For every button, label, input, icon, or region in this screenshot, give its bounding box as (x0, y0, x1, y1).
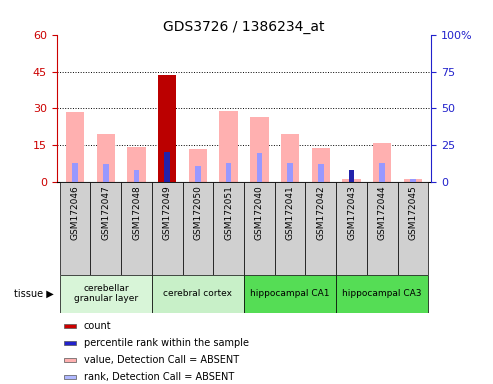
Bar (152, 182, 182, 275)
Bar (306, 182, 336, 275)
Text: percentile rank within the sample: percentile rank within the sample (84, 338, 248, 348)
Bar (158, 75, 176, 182)
Bar (152, 275, 244, 313)
Bar (64, 324, 76, 328)
Bar (250, 117, 269, 182)
Bar (189, 149, 207, 182)
Bar (244, 275, 336, 313)
Bar (380, 163, 385, 182)
Bar (373, 143, 391, 182)
Title: GDS3726 / 1386234_at: GDS3726 / 1386234_at (163, 20, 325, 33)
Text: GSM172041: GSM172041 (285, 185, 295, 240)
Bar (397, 182, 428, 275)
Text: hippocampal CA3: hippocampal CA3 (343, 289, 422, 298)
Text: GSM172047: GSM172047 (102, 185, 110, 240)
Bar (64, 375, 76, 379)
Text: GSM172046: GSM172046 (70, 185, 80, 240)
Bar (127, 147, 146, 182)
Bar (165, 152, 170, 182)
Bar (318, 164, 323, 182)
Bar (349, 170, 354, 182)
Text: GSM172045: GSM172045 (408, 185, 418, 240)
Bar (244, 182, 275, 275)
Bar (275, 182, 306, 275)
Bar (367, 182, 397, 275)
Bar (158, 75, 176, 182)
Bar (226, 163, 231, 182)
Bar (182, 182, 213, 275)
Bar (60, 275, 152, 313)
Text: cerebellar
granular layer: cerebellar granular layer (74, 284, 138, 303)
Text: GSM172040: GSM172040 (255, 185, 264, 240)
Text: cerebral cortex: cerebral cortex (164, 289, 233, 298)
Text: GSM172050: GSM172050 (193, 185, 203, 240)
Bar (342, 179, 361, 182)
Text: GSM172042: GSM172042 (317, 185, 325, 240)
Text: rank, Detection Call = ABSENT: rank, Detection Call = ABSENT (84, 372, 234, 382)
Text: GSM172049: GSM172049 (163, 185, 172, 240)
Text: GSM172051: GSM172051 (224, 185, 233, 240)
Bar (60, 182, 91, 275)
Bar (97, 134, 115, 182)
Text: hippocampal CA1: hippocampal CA1 (250, 289, 330, 298)
Bar (281, 134, 299, 182)
Bar (410, 179, 416, 182)
Bar (72, 163, 78, 182)
Bar (64, 341, 76, 345)
Bar (121, 182, 152, 275)
Bar (195, 166, 201, 182)
Bar (103, 164, 108, 182)
Text: value, Detection Call = ABSENT: value, Detection Call = ABSENT (84, 355, 239, 365)
Text: GSM172048: GSM172048 (132, 185, 141, 240)
Bar (257, 153, 262, 182)
Bar (66, 112, 84, 182)
Text: GSM172043: GSM172043 (347, 185, 356, 240)
Bar (64, 358, 76, 362)
Bar (287, 163, 293, 182)
Bar (219, 111, 238, 182)
Bar (312, 148, 330, 182)
Bar (134, 170, 140, 182)
Text: tissue ▶: tissue ▶ (14, 289, 54, 299)
Bar (336, 182, 367, 275)
Bar (404, 179, 422, 182)
Text: GSM172044: GSM172044 (378, 185, 387, 240)
Text: count: count (84, 321, 111, 331)
Bar (336, 275, 428, 313)
Bar (91, 182, 121, 275)
Bar (349, 170, 354, 182)
Bar (213, 182, 244, 275)
Bar (165, 152, 170, 182)
